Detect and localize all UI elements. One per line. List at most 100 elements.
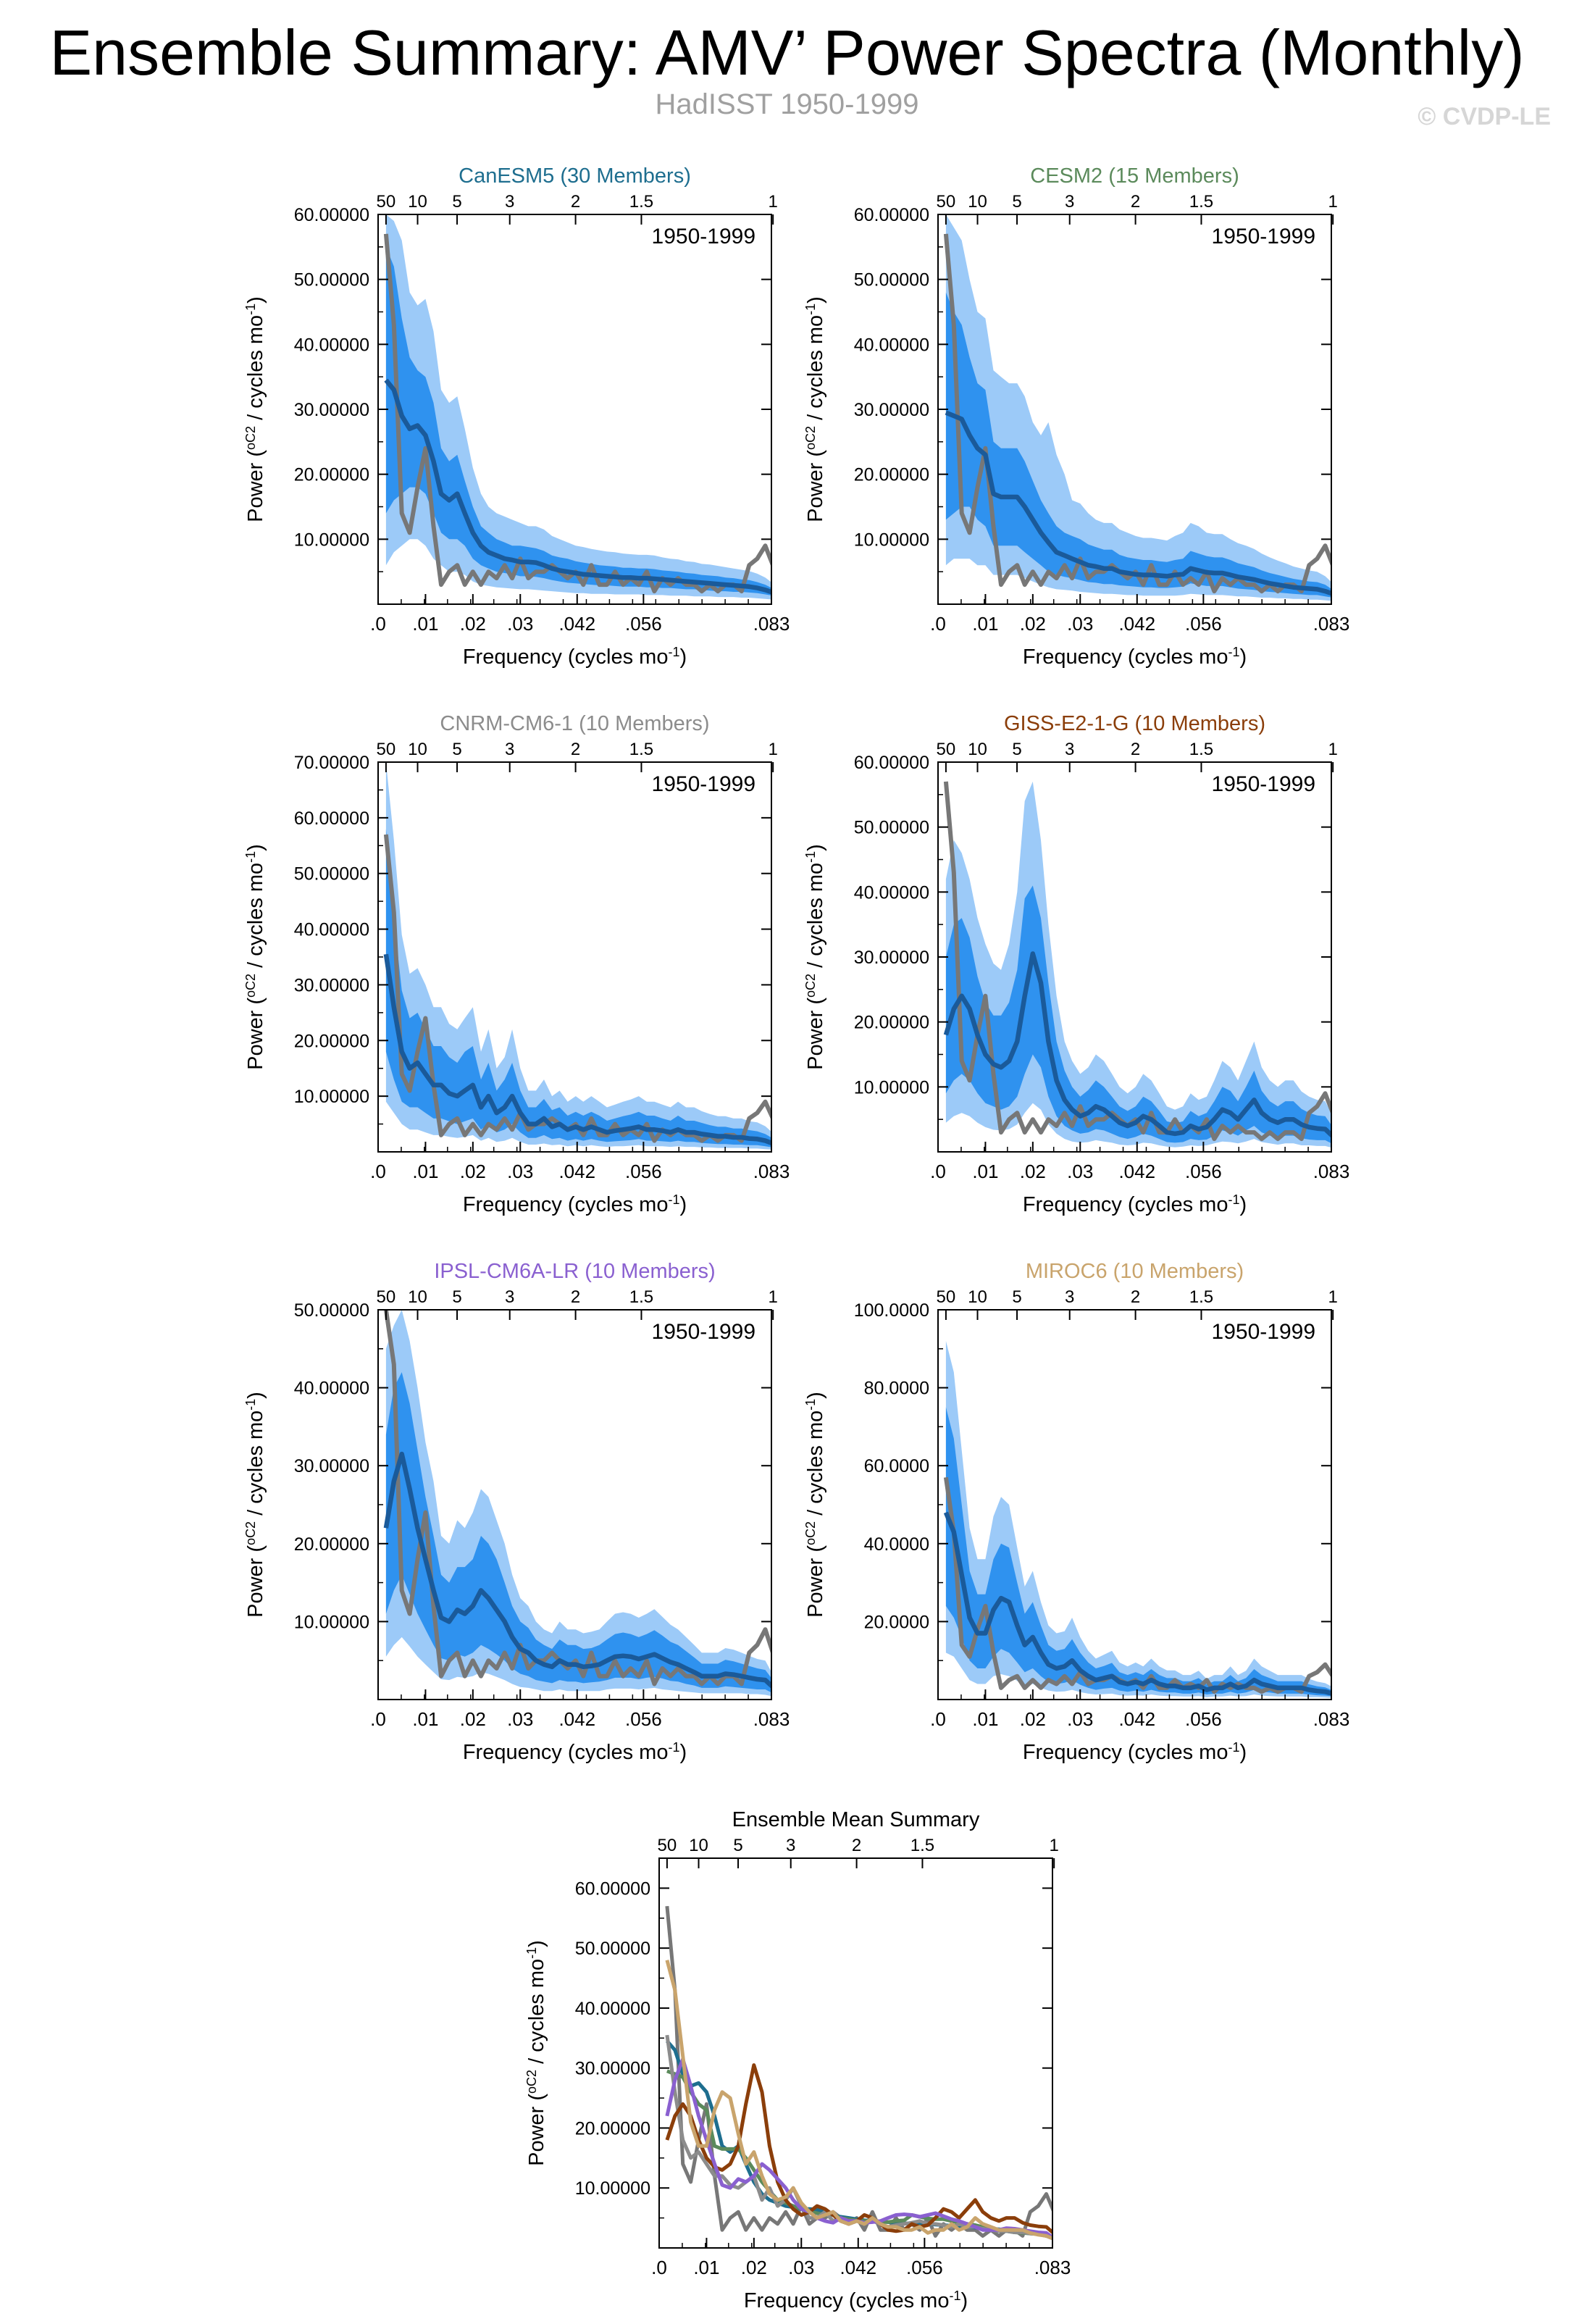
ensemble-mean-line [945,410,1331,596]
ensemble-range-outer-band [385,214,771,600]
x-tick-label: .0 [370,613,386,635]
period-tick-label: 5 [733,1836,742,1855]
x-tick-label: .083 [1313,1708,1350,1730]
x-axis-label: Frequency (cycles mo-1) [463,645,687,669]
y-tick-label: 20.00000 [294,465,369,485]
y-tick-label: 50.00000 [854,270,929,290]
ensemble-range-outer-band [945,1341,1331,1698]
period-tick-label: 5 [452,1287,461,1307]
period-tick-label: 3 [505,740,514,759]
period-tick-label: 2 [571,192,580,212]
x-tick-label: .01 [412,613,438,635]
x-tick-label: .02 [1020,1161,1046,1182]
y-tick-label: 30.00000 [854,948,929,968]
y-tick-label: 70.00000 [294,753,369,773]
y-tick-label: 20.0000 [864,1612,929,1632]
x-tick-label: .01 [412,1708,438,1730]
x-tick-label: .042 [558,613,595,635]
y-tick-label: 30.00000 [575,2059,650,2079]
chart-panel-2: .0 .01 .02 .03 .042 .056 .083 50 10 5 3 2 1.5 1 10.000… [243,712,790,1216]
period-tick-label: 1.5 [629,740,653,759]
x-tick-label: .02 [460,1708,486,1730]
y-tick-label: 60.00000 [294,205,369,225]
panel-title: CNRM-CM6-1 (10 Members) [440,712,709,735]
y-tick-label: 40.0000 [864,1534,929,1555]
y-axis-label: Power (oC2 / cycles mo-1) [524,1940,548,2166]
x-tick-label: .083 [753,1161,790,1182]
x-tick-label: .083 [1313,1161,1350,1182]
x-tick-label: .083 [1313,613,1350,635]
y-tick-label: 50.00000 [854,818,929,838]
chart-panel-0: .0 .01 .02 .03 .042 .056 .083 50 10 5 3 2 1.5 1 10.000… [243,164,790,669]
period-tick-label: 3 [786,1836,795,1855]
y-tick-label: 40.00000 [294,920,369,940]
period-tick-label: 50 [937,192,956,212]
y-tick-label: 30.00000 [294,975,369,995]
period-tick-label: 10 [689,1836,708,1855]
x-tick-label: .01 [972,1708,998,1730]
x-tick-label: .056 [625,613,662,635]
period-tick-label: 1.5 [629,192,653,212]
series-line-cnrm-cm6-1 [665,2034,1052,2241]
period-tick-label: 5 [452,192,461,212]
x-axis-label: Frequency (cycles mo-1) [1023,645,1247,669]
y-axis-label: Power (oC2 / cycles mo-1) [243,1392,267,1618]
y-axis-label: Power (oC2 / cycles mo-1) [803,296,827,522]
period-tick-label: 10 [968,192,987,212]
x-tick-label: .03 [507,1161,533,1182]
x-tick-label: .042 [1118,1161,1155,1182]
y-axis-label: Power (oC2 / cycles mo-1) [803,1392,827,1618]
period-tick-label: 2 [852,1836,861,1855]
y-tick-label: 60.00000 [575,1878,650,1899]
y-tick-label: 50.00000 [294,864,369,885]
period-tick-label: 1.5 [1189,740,1213,759]
panel-title: Ensemble Mean Summary [732,1808,980,1831]
period-tick-label: 50 [937,740,956,759]
x-tick-label: .056 [625,1708,662,1730]
period-tick-label: 5 [1012,1287,1021,1307]
period-label: 1950-1999 [1212,225,1315,248]
x-tick-label: .03 [1067,1708,1093,1730]
x-tick-label: .03 [788,2257,814,2278]
period-tick-label: 2 [571,740,580,759]
chart-panel-5: .0 .01 .02 .03 .042 .056 .083 50 10 5 3 2 1.5 1 20.000… [803,1260,1349,1764]
x-tick-label: .02 [1020,1708,1046,1730]
ensemble-range-inner-band [385,1372,771,1693]
ensemble-mean-line [943,1511,1331,1696]
x-tick-label: .056 [1185,1708,1222,1730]
series-line-miroc6 [665,1960,1052,2241]
y-tick-label: 20.00000 [854,1013,929,1033]
period-tick-label: 3 [1065,740,1074,759]
period-label: 1950-1999 [652,772,755,796]
period-tick-label: 1 [1328,740,1338,759]
chart-panel-4: .0 .01 .02 .03 .042 .056 .083 50 10 5 3 2 1.5 1 10.000… [243,1260,790,1764]
period-tick-label: 1.5 [911,1836,934,1855]
y-tick-label: 10.00000 [575,2178,650,2199]
panel-title: GISS-E2-1-G (10 Members) [1004,712,1265,735]
x-tick-label: .042 [558,1161,595,1182]
period-tick-label: 10 [968,740,987,759]
x-tick-label: .01 [972,1161,998,1182]
x-tick-label: .0 [930,1708,946,1730]
x-axis-label: Frequency (cycles mo-1) [463,1740,687,1764]
panel-title: CanESM5 (30 Members) [459,164,691,188]
x-axis-label: Frequency (cycles mo-1) [1023,1192,1247,1216]
y-tick-label: 50.00000 [294,1300,369,1321]
y-tick-label: 20.00000 [854,465,929,485]
x-tick-label: .0 [370,1161,386,1182]
period-tick-label: 1 [769,740,778,759]
period-tick-label: 1 [1328,192,1338,212]
period-tick-label: 1.5 [1189,1287,1213,1307]
y-tick-label: 80.0000 [864,1379,929,1399]
plot-area [383,1310,771,1697]
period-tick-label: 10 [408,1287,427,1307]
period-tick-label: 50 [658,1836,677,1855]
x-tick-label: .01 [972,613,998,635]
x-tick-label: .0 [370,1708,386,1730]
period-label: 1950-1999 [652,225,755,248]
y-tick-label: 10.00000 [294,1612,369,1632]
series-line-giss-e2-1-g [665,2063,1052,2235]
y-tick-label: 10.00000 [854,1077,929,1098]
x-tick-label: .0 [930,613,946,635]
